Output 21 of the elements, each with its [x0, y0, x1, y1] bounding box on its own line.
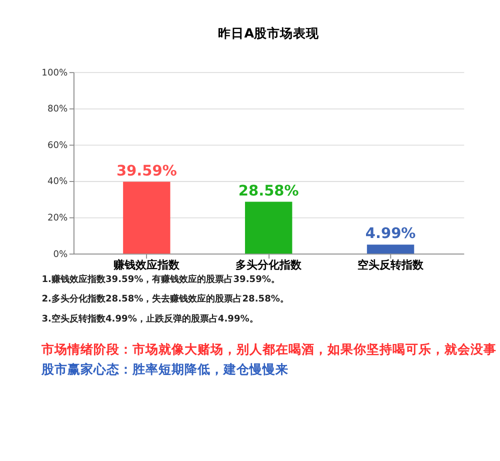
text: 1.赚钱效应指数39.59%，有赚钱效应的股票占39.59%。	[42, 274, 280, 285]
text: 3.空头反转指数4.99%，止跌反弹的股票占4.99%。	[42, 314, 258, 325]
y-tick-label: 40%	[47, 177, 68, 188]
text: 市场情绪阶段：市场就像大赌场，别人都在喝酒，如果你坚持喝可乐，就会没事	[40, 341, 497, 356]
y-tick-label: 20%	[47, 214, 68, 224]
y-tick-label: 100%	[42, 68, 68, 78]
y-tick-label: 0%	[53, 250, 68, 260]
bar	[366, 244, 414, 254]
x-tick-label: 多头分化指数	[236, 258, 303, 272]
data-label: 4.99%	[365, 226, 416, 242]
y-tick-label: 80%	[47, 104, 68, 115]
text: 股市赢家心态：胜率短期降低，建仓慢慢来	[40, 361, 289, 376]
x-tick-label: 赚钱效应指数	[112, 258, 181, 272]
x-tick-label: 空头反转指数	[358, 258, 425, 272]
data-label: 39.59%	[116, 163, 178, 180]
bar	[245, 202, 292, 254]
data-label: 28.58%	[238, 183, 300, 200]
bar	[123, 182, 170, 254]
chart-title: 昨日A股市场表现	[218, 26, 320, 41]
y-tick-label: 60%	[47, 140, 68, 151]
text: 2.多头分化指数28.58%，失去赚钱效应的股票占28.58%。	[42, 294, 289, 305]
